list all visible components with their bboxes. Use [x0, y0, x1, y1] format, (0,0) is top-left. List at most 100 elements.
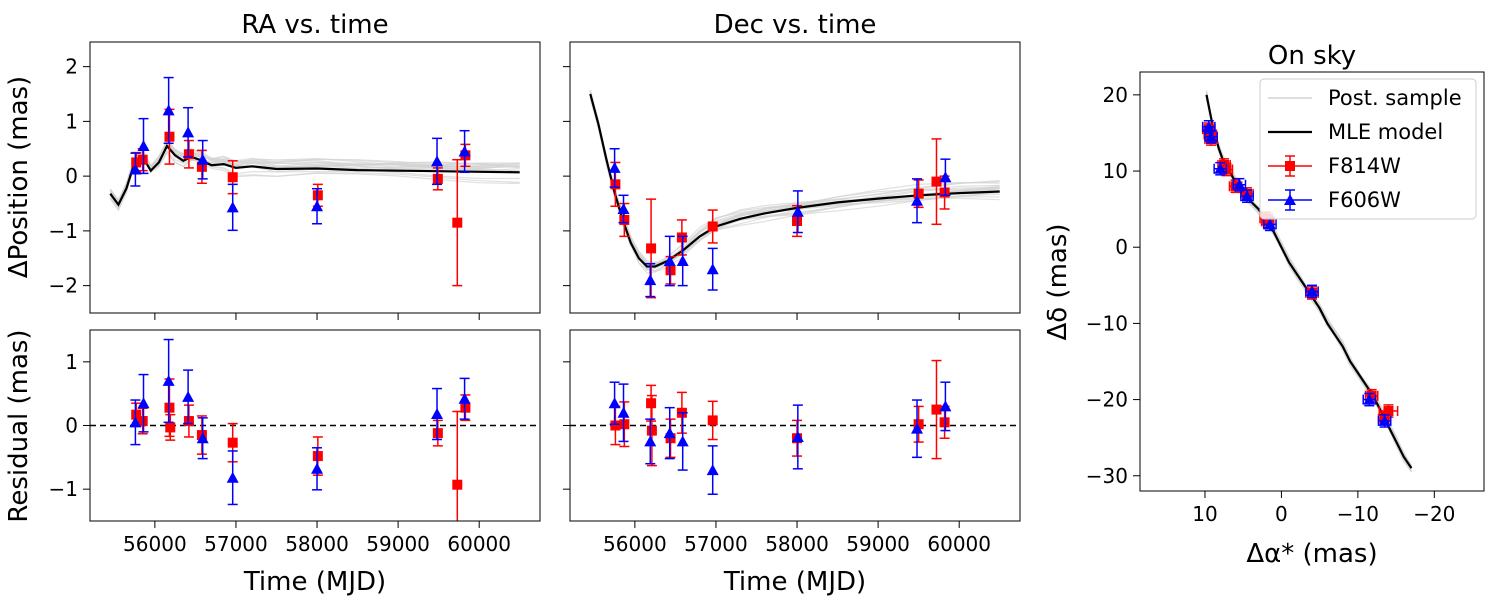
legend-posterior-label: Post. sample	[1328, 86, 1462, 110]
ra-f814w-marker	[137, 154, 148, 165]
dec_resid-f606w-marker	[663, 427, 676, 439]
dec-f606w-point	[644, 262, 657, 298]
sky-ytick-label: −10	[1086, 311, 1128, 335]
ra_resid-f814w-marker	[131, 409, 142, 420]
ra-f606w-point	[162, 76, 175, 145]
dec-residual-xlabel: Time (MJD)	[723, 567, 866, 597]
dec-f814w-point	[931, 138, 942, 226]
ra_resid-xtick-label: 60000	[447, 532, 511, 556]
dec_resid-f814w-marker	[646, 425, 657, 436]
ra_resid-xtick-label: 58000	[285, 532, 349, 556]
dec_resid-f606w-marker	[706, 464, 719, 476]
dec-posterior-sample	[589, 94, 1000, 266]
sky-f606w-marker	[1241, 190, 1254, 202]
dec_resid-f814w-point	[931, 359, 942, 460]
dec-f606w-point	[706, 247, 719, 291]
ra_resid-f606w-marker	[196, 432, 209, 444]
sky-f606w-point	[1204, 129, 1218, 144]
sky-ytick-label: 20	[1103, 83, 1128, 107]
ra-f606w-marker	[311, 200, 324, 212]
dec_resid-f814w-marker	[707, 415, 718, 426]
dec-f606w-marker	[676, 254, 689, 266]
ra-panel: RA vs. time ΔPosition (mas) −2 −1 0 1 2	[4, 10, 541, 320]
dec_resid-xtick-label: 57000	[684, 532, 748, 556]
ra_resid-f814w-marker	[164, 402, 175, 413]
legend-f606w-label: F606W	[1328, 188, 1401, 212]
dec-residual-panel: Time (MJD) 56000 57000 58000 59000 60000	[563, 329, 1021, 597]
dec_resid-f814w-marker	[939, 417, 950, 428]
ra_resid-ytick-label: 0	[65, 414, 78, 438]
ra_resid-f606w-point	[311, 447, 324, 491]
sky-panel: On sky Δδ (mas) Δα* (mas) 10 0 −10 −20 20 10 0…	[1043, 41, 1485, 569]
sky-title: On sky	[1268, 41, 1356, 71]
ra_resid-f606w-point	[196, 417, 209, 460]
dec_resid-f814w-point	[646, 394, 657, 467]
dec_resid-f606w-point	[608, 381, 621, 425]
ra-data-layer	[109, 76, 520, 287]
ra-f606w-marker	[129, 163, 142, 175]
sky-f606w-marker	[1263, 218, 1276, 230]
ra-ytick-label: 1	[65, 109, 78, 133]
residual-ylabel: Residual (mas)	[4, 329, 34, 522]
ra_resid-f606w-marker	[129, 416, 142, 428]
ra_resid-xtick-label: 56000	[123, 532, 187, 556]
ra-ylabel: ΔPosition (mas)	[4, 76, 34, 278]
ra-posterior-sample	[109, 145, 520, 208]
ra-f814w-marker	[183, 149, 194, 160]
ra-f814w-point	[183, 139, 194, 169]
sky-ytick-label: −30	[1086, 464, 1128, 488]
ra_resid-f606w-marker	[458, 392, 471, 404]
dec-f814w-point	[707, 209, 718, 244]
dec-f814w-marker	[646, 243, 657, 254]
dec_resid-data-layer	[570, 359, 1020, 496]
ra_resid-xtick-label: 59000	[366, 532, 430, 556]
ra_resid-f814w-point	[432, 419, 443, 447]
dec_resid-xtick-label: 59000	[846, 532, 910, 556]
ra-f814w-marker	[227, 172, 238, 183]
dec_resid-f606w-marker	[608, 397, 621, 409]
sky-f606w-point	[1377, 414, 1392, 428]
sky-xtick-label: −10	[1337, 502, 1379, 526]
ra_resid-f814w-point	[183, 404, 194, 438]
sky-data-layer	[1201, 90, 1413, 473]
dec_resid-f606w-point	[939, 381, 952, 432]
dec-f606w-marker	[791, 205, 804, 217]
ra_resid-f606w-marker	[431, 408, 444, 420]
sky-ylabel: Δδ (mas)	[1043, 223, 1073, 340]
dec-f606w-point	[911, 178, 924, 224]
sky-f606w-marker	[1202, 120, 1215, 132]
dec-panel: Dec vs. time	[563, 10, 1021, 320]
legend-model-label: MLE model	[1328, 120, 1443, 144]
sky-f606w-point	[1305, 284, 1319, 299]
ra_resid-f814w-point	[165, 413, 176, 441]
ra_resid-f606w-point	[226, 450, 239, 506]
dec_resid-f814w-point	[646, 384, 657, 422]
legend-box	[1259, 78, 1477, 220]
ra-f606w-point	[196, 139, 209, 180]
ra_resid-f606w-point	[458, 377, 471, 420]
ra-f606w-marker	[431, 155, 444, 167]
ra_resid-f814w-marker	[460, 402, 471, 413]
sky-ytick-label: −20	[1086, 388, 1128, 412]
ra_resid-ytick-label: 1	[65, 350, 78, 374]
ra_resid-f814w-marker	[432, 428, 443, 439]
ra-ytick-label: −1	[49, 219, 78, 243]
sky-f606w-point	[1240, 189, 1254, 204]
sky-f606w-marker	[1363, 393, 1376, 405]
dec-f814w-marker	[610, 179, 621, 190]
dec-f814w-marker	[931, 176, 942, 187]
dec-frame	[569, 41, 1021, 314]
sky-f606w-marker	[1233, 178, 1246, 190]
ra-residual-plot-area: 56000 57000 58000 59000 60000 −1 0 1	[49, 329, 541, 556]
dec_resid-f814w-marker	[619, 419, 630, 430]
dec_resid-f814w-marker	[646, 398, 657, 409]
sky-f814w-marker	[1366, 390, 1377, 401]
sky-f606w-point	[1362, 392, 1377, 407]
ra-plot-area: −2 −1 0 1 2	[49, 41, 541, 320]
sky-f606w-marker	[1214, 162, 1227, 174]
ra_resid-f814w-marker	[137, 416, 148, 427]
dec_resid-f606w-marker	[644, 435, 657, 447]
dec_resid-f814w-point	[665, 418, 676, 459]
ra_resid-f606w-marker	[182, 390, 195, 402]
ra-f606w-marker	[458, 145, 471, 157]
